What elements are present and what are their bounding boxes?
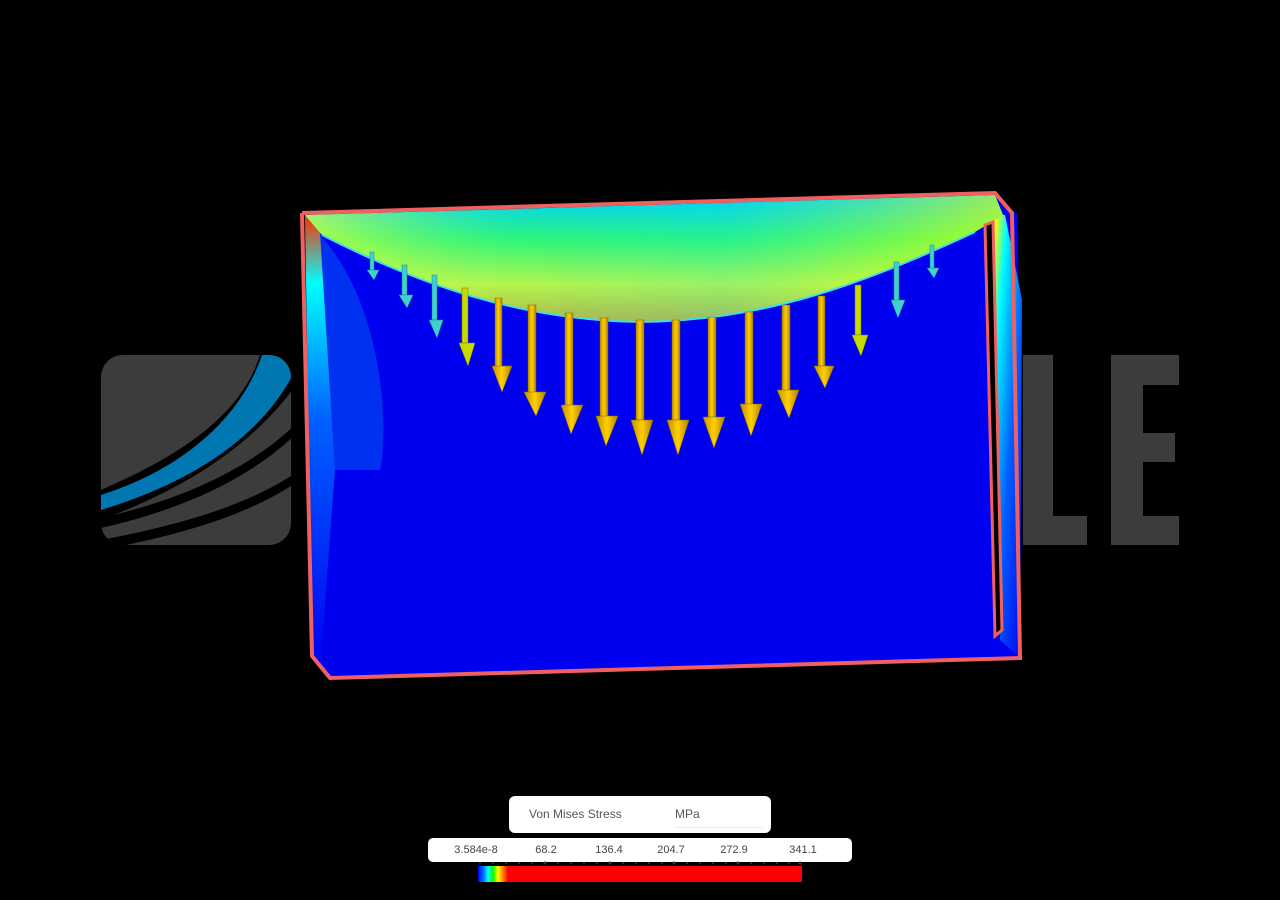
logo-letters-icon <box>1023 355 1179 545</box>
legend-tick-marks <box>479 861 802 865</box>
logo-mark-icon <box>101 355 291 545</box>
tick-label-max[interactable]: 341.1 <box>789 844 817 856</box>
stress-colorbar <box>478 866 802 882</box>
result-type-label: Von Mises Stress <box>529 807 622 821</box>
tick-label: 68.2 <box>535 844 557 856</box>
tick-label: 136.4 <box>595 844 623 856</box>
tick-label: 272.9 <box>720 844 748 856</box>
legend-tick-labels: 3.584e-8 68.2 136.4 204.7 272.9 341.1 <box>428 838 852 862</box>
legend-title-panel: Von Mises Stress MPa <box>509 796 771 833</box>
tick-label: 204.7 <box>657 844 685 856</box>
tick-label-min[interactable]: 3.584e-8 <box>454 844 498 856</box>
unit-selector[interactable]: MPa <box>675 807 763 828</box>
load-arrows <box>366 244 940 456</box>
